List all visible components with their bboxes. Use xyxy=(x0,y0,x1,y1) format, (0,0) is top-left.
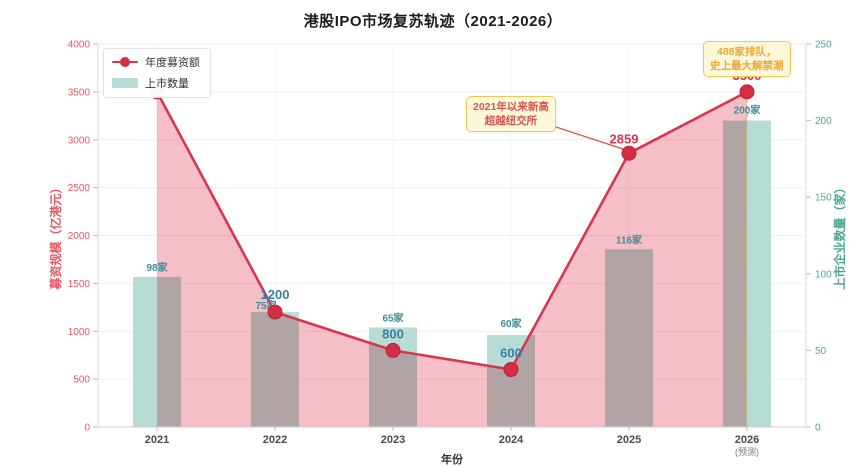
legend-item-line: 年度募资额 xyxy=(112,54,200,70)
left-axis: 0 500 1000 1500 2000 2500 3000 3500 4000 募资规模（亿港元… xyxy=(48,40,98,434)
right-tick-label: 50 xyxy=(815,346,827,357)
right-tick-label: 150 xyxy=(815,193,832,204)
left-tick-label: 500 xyxy=(73,375,90,386)
left-axis-title: 募资规模（亿港元） xyxy=(48,181,63,290)
right-axis-title: 上市企业数量（家） xyxy=(832,181,847,289)
bar-label: 60家 xyxy=(500,317,522,330)
bar-label: 116家 xyxy=(616,233,643,246)
annotation-line: 史上最大解禁潮 xyxy=(710,60,784,73)
annotation-queue: 488家排队， 史上最大解禁潮 xyxy=(703,41,791,78)
right-tick-label: 0 xyxy=(815,423,821,434)
bar-swatch-icon xyxy=(112,78,138,88)
x-tick-label: 2026 xyxy=(735,434,759,446)
chart-title: 港股IPO市场复苏轨迹（2021-2026） xyxy=(303,13,563,30)
data-point xyxy=(385,342,401,358)
x-tick-label: 2025 xyxy=(617,434,641,446)
x-tick-label: 2021 xyxy=(145,434,169,446)
left-tick-label: 3000 xyxy=(68,135,91,146)
area-fill xyxy=(157,91,747,427)
left-tick-label: 1500 xyxy=(68,279,91,290)
right-axis: 0 50 100 150 200 250 上市企业数量（家） xyxy=(806,40,847,434)
right-tick-label: 200 xyxy=(815,116,832,127)
legend-item-label: 上市数量 xyxy=(145,78,189,90)
x-tick-note: (预测) xyxy=(735,447,759,457)
line-label: 1200 xyxy=(261,287,290,302)
line-series xyxy=(155,90,748,371)
annotation-line: 488家排队， xyxy=(716,46,777,58)
x-tick-label: 2023 xyxy=(381,434,405,446)
data-point xyxy=(503,362,519,378)
x-axis-title: 年份 xyxy=(441,452,464,466)
x-tick-label: 2022 xyxy=(263,434,287,446)
point-marker-icon xyxy=(120,57,130,67)
legend: 年度募资额 上市数量 xyxy=(103,48,211,98)
line-marker-icon xyxy=(112,57,138,67)
annotation-line: 2021年以来新高 xyxy=(473,101,549,113)
data-point xyxy=(267,304,283,320)
left-tick-label: 3500 xyxy=(68,87,91,98)
right-tick-label: 100 xyxy=(815,269,832,280)
left-tick-label: 2500 xyxy=(68,183,91,194)
line-label: 600 xyxy=(500,346,522,361)
annotation-new-high: 2021年以来新高 超越纽交所 xyxy=(466,96,556,133)
annotation-line: 超越纽交所 xyxy=(484,115,538,128)
annotation-connector xyxy=(555,126,627,151)
data-point xyxy=(621,145,637,161)
data-point xyxy=(739,84,755,100)
line-label: 2859 xyxy=(610,131,639,146)
bar-label: 65家 xyxy=(382,311,404,324)
left-tick-label: 4000 xyxy=(68,40,91,51)
left-tick-label: 0 xyxy=(84,423,90,434)
x-axis: 2021 2022 2023 2024 2025 2026(预测) 年份 xyxy=(145,427,759,466)
left-tick-label: 1000 xyxy=(68,327,91,338)
bar-label: 200家 xyxy=(734,104,762,117)
line-label: 800 xyxy=(382,326,404,341)
bar-label: 98家 xyxy=(146,261,168,274)
x-tick-label: 2024 xyxy=(499,434,524,446)
left-tick-label: 2000 xyxy=(68,231,91,242)
legend-item-bar: 上市数量 xyxy=(112,75,200,91)
right-tick-label: 250 xyxy=(815,40,832,51)
legend-item-label: 年度募资额 xyxy=(145,57,200,69)
